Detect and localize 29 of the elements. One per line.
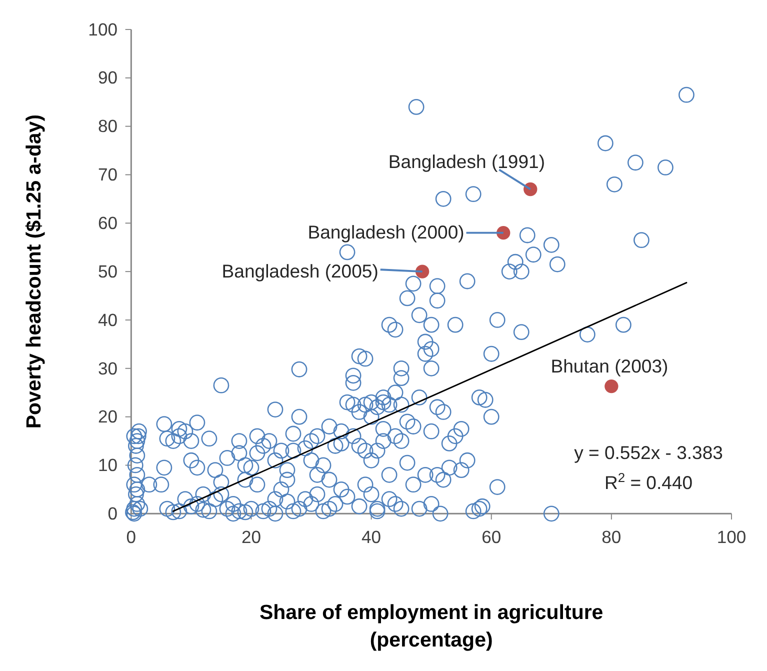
x-tick-label: 40 [362,526,382,547]
y-tick-label: 10 [98,455,118,476]
point [496,226,510,240]
point [604,379,618,394]
x-tick-label: 60 [482,526,502,547]
y-tick-label: 100 [88,19,118,40]
annotation: Bangladesh (2005) [222,260,378,282]
y-tick-label: 90 [98,68,118,88]
point [524,182,538,196]
y-tick-label: 70 [98,164,118,185]
annotation: Bhutan (2003) [550,356,668,377]
x-axis-title: Share of employment in agriculture (percentage) [259,601,604,652]
y-tick-label: 30 [98,358,118,378]
annotation: y = 0.552x - 3.383 [574,442,723,463]
y-tick-label: 50 [98,261,118,282]
annotation: Bangladesh (1991) [388,150,546,172]
x-tick-label: 20 [241,526,262,547]
y-axis-title: Poverty headcount ($1.25 a-day) [22,114,46,429]
y-tick-label: 20 [98,406,118,427]
annotation: R$^{2}$ = 0.440 [604,470,693,494]
point [415,264,430,278]
y-tick-label: 80 [98,116,118,136]
y-tick-label: 0 [108,504,118,524]
annotation: Bangladesh (2000) [308,222,464,243]
y-tick-label: 40 [98,310,118,330]
x-tick-label: 80 [602,526,622,547]
y-tick-label: 60 [98,213,118,233]
x-tick-label: 100 [716,526,746,547]
x-tick-label: 0 [126,526,136,547]
